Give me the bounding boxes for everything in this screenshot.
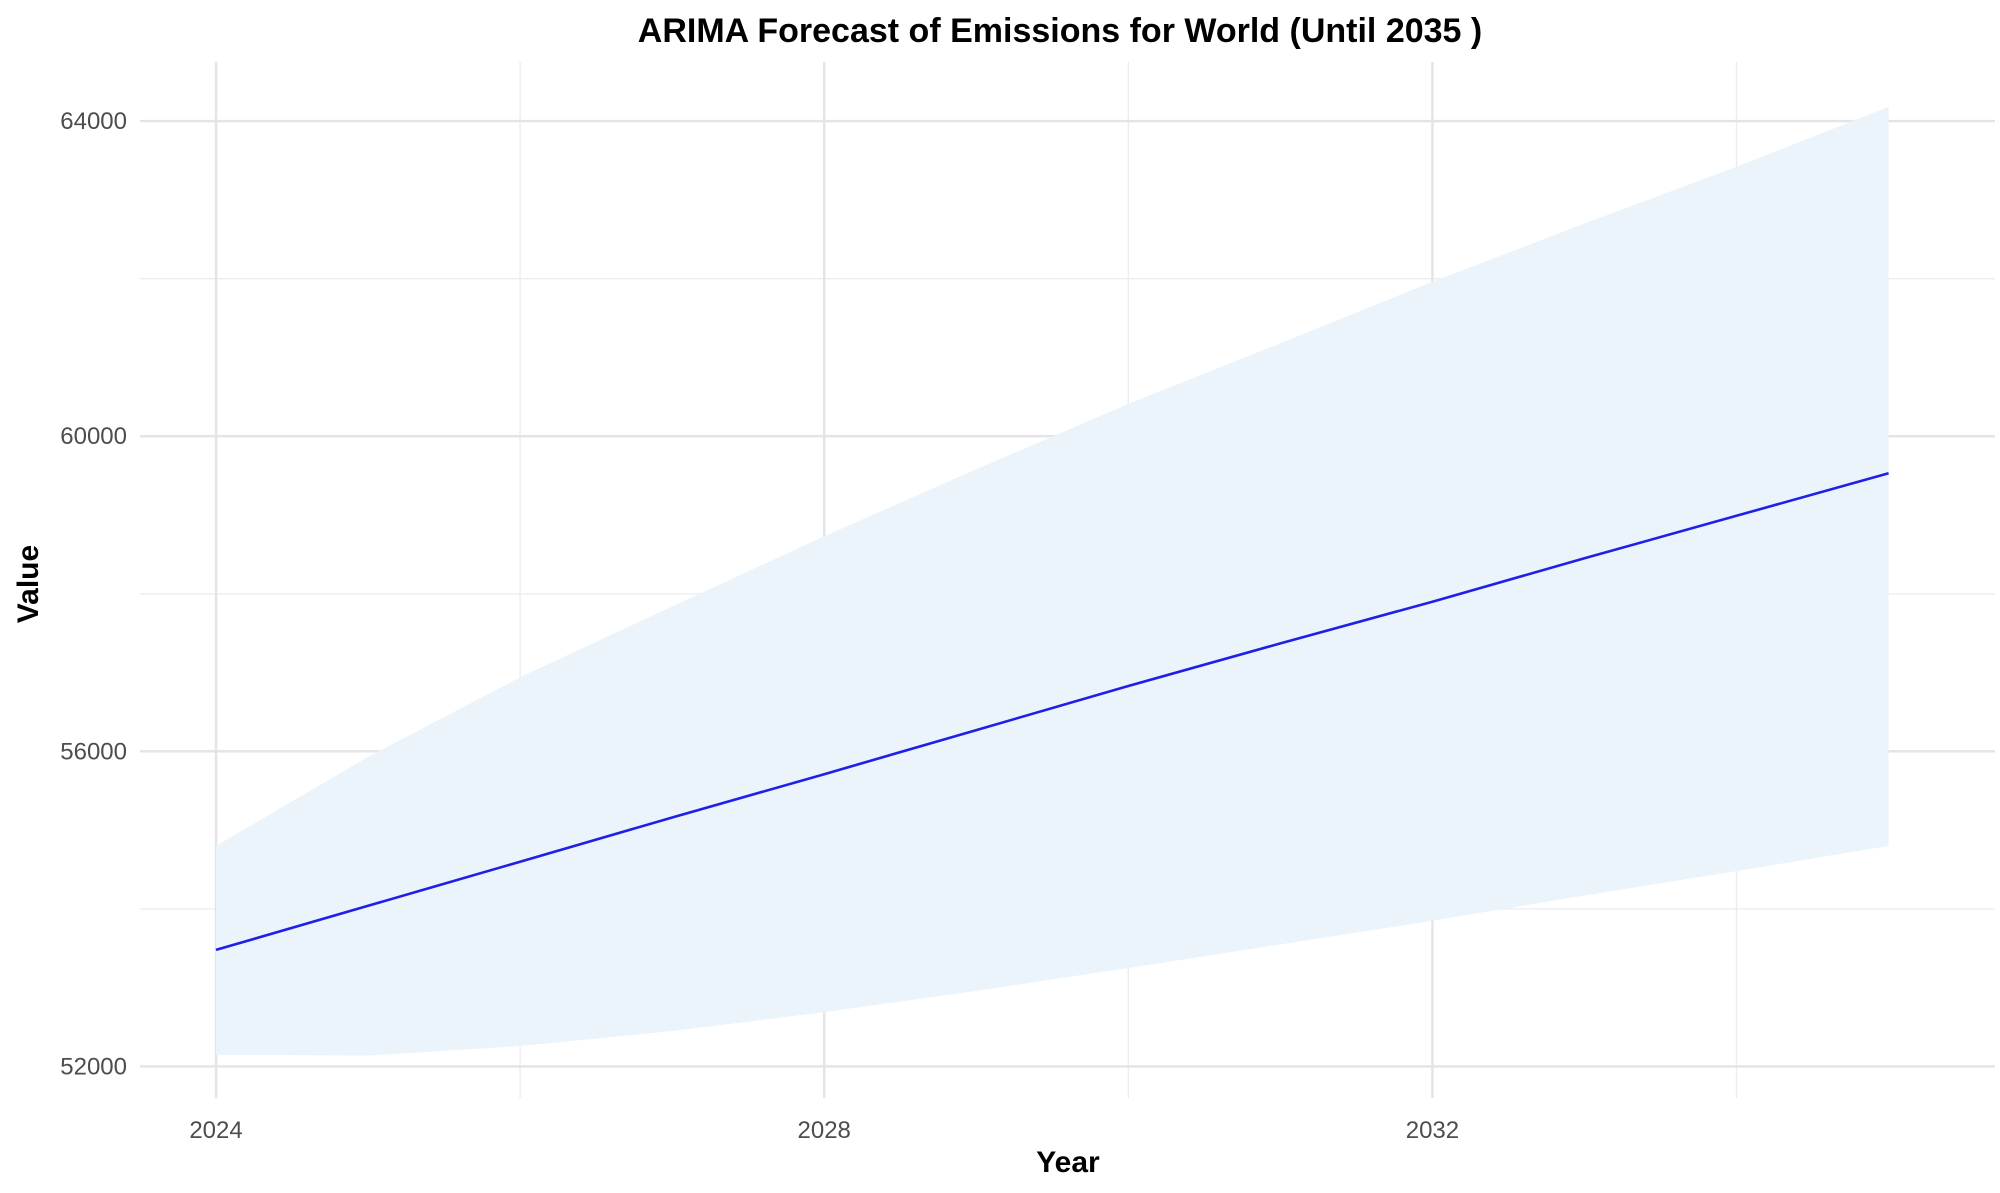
y-axis-label: Value — [12, 545, 45, 623]
forecast-line-layer — [215, 471, 1889, 952]
x-tick-label: 2024 — [189, 1117, 242, 1144]
y-tick-label: 64000 — [60, 108, 127, 135]
confidence-band-layer — [216, 106, 1889, 1056]
y-tick-label: 60000 — [60, 423, 127, 450]
x-tick-label: 2028 — [798, 1117, 851, 1144]
chart-title: ARIMA Forecast of Emissions for World (U… — [638, 12, 1482, 50]
forecast-line — [215, 471, 1889, 952]
x-tick-label: 2032 — [1406, 1117, 1459, 1144]
x-axis-label: Year — [1036, 1146, 1100, 1179]
y-tick-label: 56000 — [60, 738, 127, 765]
confidence-band — [216, 106, 1889, 1056]
y-tick-label: 52000 — [60, 1053, 127, 1080]
tick-labels: 2024 2028 2032 52000 56000 60000 64000 — [60, 108, 1459, 1144]
